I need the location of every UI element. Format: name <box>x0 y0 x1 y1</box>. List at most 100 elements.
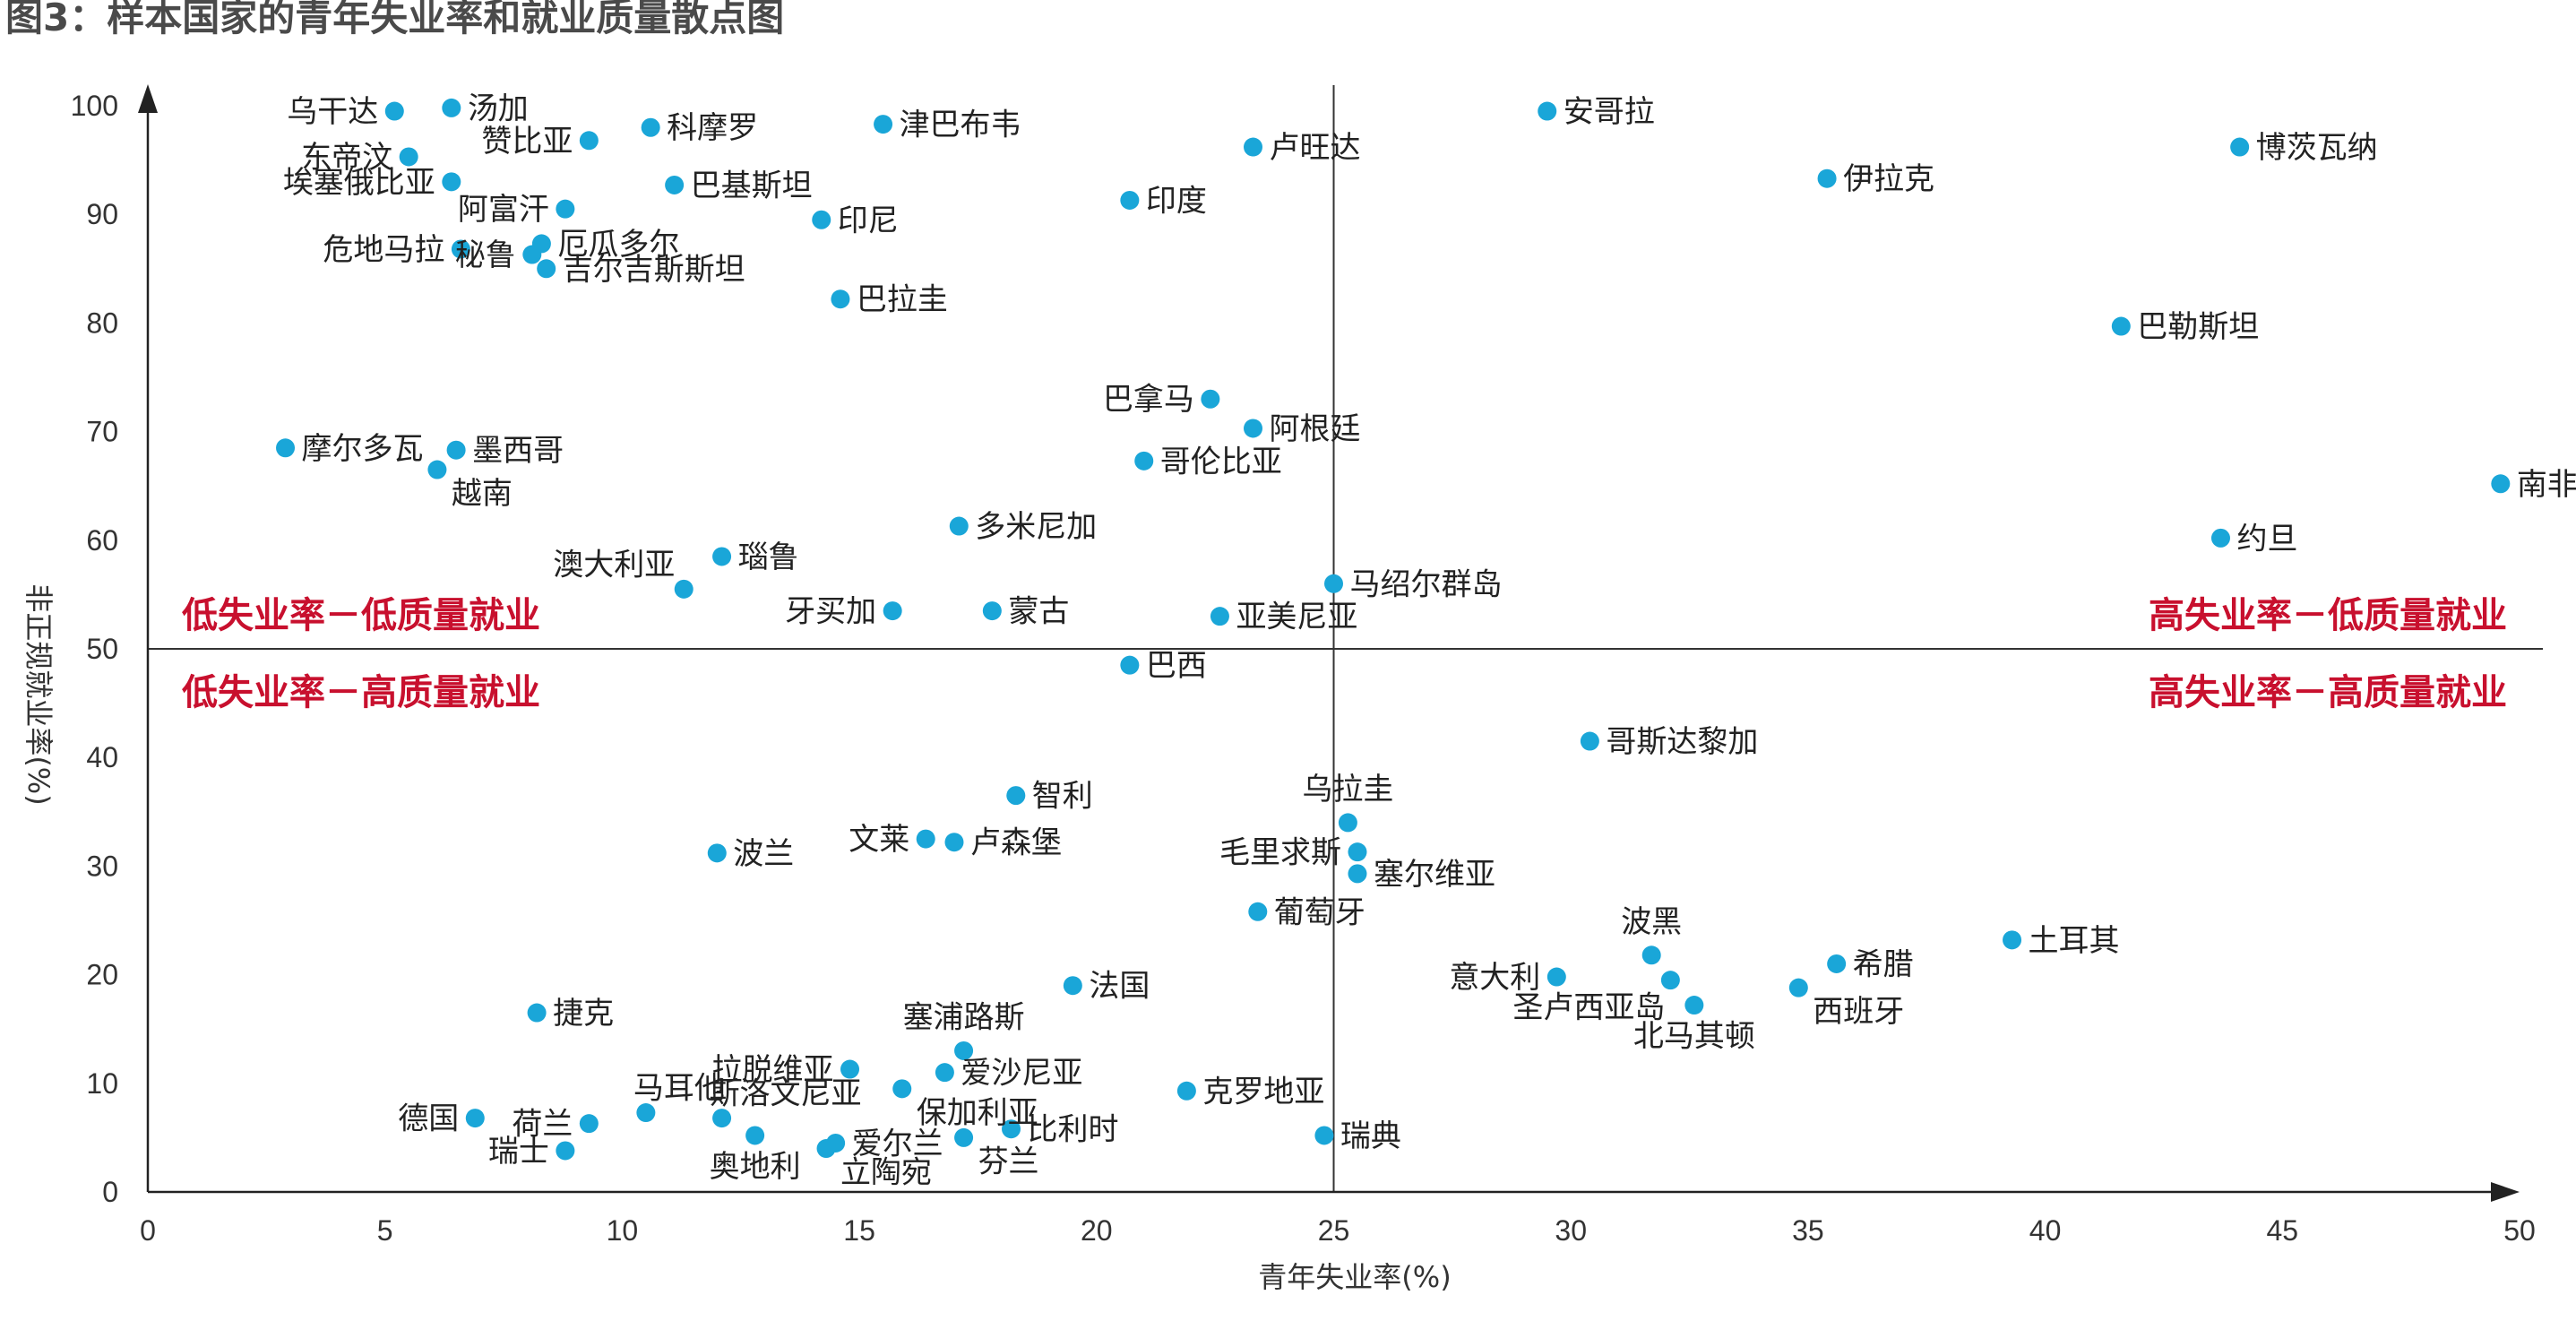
data-point <box>1002 1119 1021 1139</box>
data-label: 圣卢西亚岛 <box>1512 990 1665 1026</box>
data-point <box>674 579 694 599</box>
data-point <box>745 1126 765 1145</box>
data-label: 葡萄牙 <box>1274 894 1366 930</box>
data-point <box>874 115 893 134</box>
data-label: 亚美尼亚 <box>1236 600 1357 635</box>
data-point <box>1201 389 1220 409</box>
data-label: 意大利 <box>1449 960 1540 996</box>
y-axis-label: 非正规就业率(%) <box>22 583 56 805</box>
data-label: 法国 <box>1089 969 1150 1005</box>
y-tick-label: 60 <box>86 524 118 557</box>
data-label: 阿富汗 <box>458 192 549 228</box>
x-axis-label: 青年失业率(%) <box>1258 1260 1451 1294</box>
data-label: 安哥拉 <box>1564 94 1655 130</box>
data-point <box>522 245 542 264</box>
data-label: 巴基斯坦 <box>691 168 813 203</box>
x-tick-label: 5 <box>377 1214 393 1247</box>
data-point <box>1134 451 1154 471</box>
data-label: 瑞士 <box>488 1134 549 1170</box>
data-label: 牙买加 <box>785 594 876 630</box>
x-tick-label: 30 <box>1555 1214 1587 1247</box>
data-label: 拉脱维亚 <box>712 1052 834 1088</box>
data-point <box>1244 137 1263 157</box>
data-label: 巴西 <box>1146 648 1207 684</box>
data-label: 塞浦路斯 <box>903 999 1025 1035</box>
data-point <box>465 1109 485 1128</box>
data-point <box>982 601 1002 621</box>
data-label: 印度 <box>1146 183 1207 219</box>
data-label: 捷克 <box>553 996 614 1032</box>
data-label: 伊拉克 <box>1843 161 1934 197</box>
data-point <box>916 829 935 849</box>
data-label: 卢森堡 <box>970 825 1062 861</box>
data-label: 越南 <box>452 476 513 512</box>
data-point <box>276 438 296 458</box>
data-label: 津巴布韦 <box>900 108 1021 143</box>
data-label: 比利时 <box>1028 1112 1119 1148</box>
data-point <box>712 1109 732 1128</box>
y-tick-label: 50 <box>86 633 118 665</box>
data-label: 波黑 <box>1621 904 1682 940</box>
data-label: 摩尔多瓦 <box>302 431 424 467</box>
data-point <box>954 1040 974 1060</box>
data-label: 塞尔维亚 <box>1374 857 1495 893</box>
y-tick-label: 30 <box>86 850 118 882</box>
data-point <box>527 1003 547 1023</box>
data-point <box>949 516 969 536</box>
data-point <box>636 1103 656 1123</box>
data-point <box>1324 574 1343 593</box>
data-label: 北马其顿 <box>1633 1019 1755 1055</box>
chart-title: 图3：样本国家的青年失业率和就业质量散点图 <box>5 0 784 39</box>
data-label: 墨西哥 <box>472 433 564 469</box>
data-label: 西班牙 <box>1813 994 1904 1030</box>
data-label: 汤加 <box>468 91 529 126</box>
data-point <box>1006 786 1026 806</box>
data-point <box>892 1079 912 1099</box>
quadrant-label-top-left: 低失业率－低质量就业 <box>182 595 540 636</box>
data-point <box>2003 930 2022 950</box>
data-label: 巴勒斯坦 <box>2137 309 2259 345</box>
data-label: 南非 <box>2517 467 2576 503</box>
data-point <box>712 547 732 566</box>
data-label: 文莱 <box>849 822 909 858</box>
data-point <box>1120 655 1140 675</box>
data-label: 爱沙尼亚 <box>961 1056 1082 1092</box>
quadrant-label-bottom-left: 低失业率－高质量就业 <box>182 672 540 713</box>
x-tick-label: 0 <box>140 1214 156 1247</box>
data-label: 约旦 <box>2236 521 2297 557</box>
data-label: 毛里求斯 <box>1219 835 1341 871</box>
data-point <box>2210 528 2230 548</box>
data-point <box>442 98 461 117</box>
data-point <box>556 1141 575 1161</box>
data-label: 乌拉圭 <box>1302 772 1393 807</box>
data-label: 瑞典 <box>1340 1118 1401 1154</box>
data-point <box>1827 954 1847 973</box>
data-point <box>427 460 447 479</box>
data-point <box>1538 101 1557 121</box>
axes <box>138 84 2520 1202</box>
data-label: 危地马拉 <box>323 232 444 268</box>
data-point <box>537 259 556 279</box>
data-point <box>883 601 902 621</box>
data-point <box>641 117 660 137</box>
data-label: 秘鲁 <box>455 237 516 273</box>
data-label: 波兰 <box>733 836 794 872</box>
data-point <box>1210 607 1229 626</box>
data-label: 德国 <box>398 1101 459 1137</box>
data-point <box>1580 731 1599 751</box>
x-axis-arrow <box>2491 1182 2520 1202</box>
x-tick-label: 25 <box>1318 1214 1350 1247</box>
y-tick-label: 100 <box>71 90 118 122</box>
data-point <box>665 175 685 194</box>
y-tick-labels: 0 10 20 30 40 50 60 70 80 90 100 <box>71 90 118 1208</box>
data-point <box>1248 902 1268 921</box>
data-point <box>1348 864 1367 884</box>
data-label: 多米尼加 <box>975 509 1097 545</box>
data-point <box>1063 976 1082 996</box>
data-label: 科摩罗 <box>667 110 758 146</box>
data-label: 乌干达 <box>287 94 378 130</box>
data-point <box>707 843 727 863</box>
data-label: 土耳其 <box>2029 923 2120 959</box>
